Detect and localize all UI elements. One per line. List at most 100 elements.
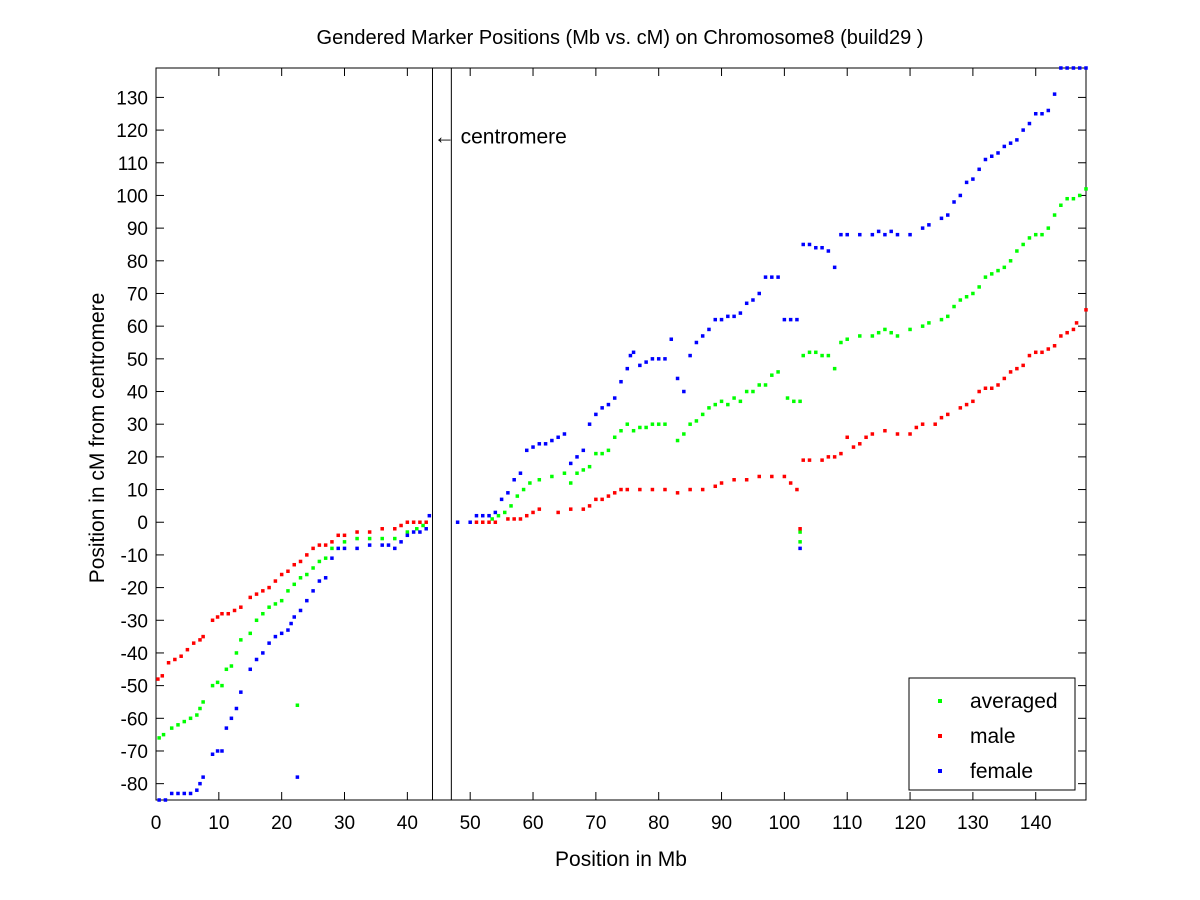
data-point-averaged (826, 353, 831, 358)
data-point-female (1002, 144, 1007, 149)
data-point-female (215, 749, 220, 753)
data-point-female (1033, 112, 1038, 116)
data-point-female (1071, 66, 1076, 70)
data-point-male (638, 487, 642, 492)
data-point-female (393, 546, 397, 551)
data-point-male (1084, 308, 1088, 312)
data-point-female (305, 598, 309, 603)
data-point-female (224, 726, 229, 730)
data-point-female (738, 311, 743, 315)
data-point-female (518, 471, 523, 475)
y-axis-title: Position in cM from centromere (86, 293, 109, 584)
data-point-female (820, 245, 824, 250)
data-point-male (826, 455, 831, 459)
data-point-male (612, 491, 617, 495)
data-point-averaged (355, 536, 359, 541)
data-point-female (719, 317, 724, 322)
data-point-averaged (757, 383, 761, 387)
data-point-averaged (342, 540, 347, 544)
data-point-female (971, 177, 975, 181)
data-point-female (195, 788, 199, 792)
data-point-averaged (254, 618, 259, 623)
data-point-male (330, 540, 334, 544)
data-point-male (568, 507, 573, 511)
x-tick-label: 10 (208, 813, 229, 834)
data-point-male (239, 605, 243, 609)
data-point-averaged (638, 425, 642, 430)
data-point-averaged (845, 337, 849, 341)
y-axis: -80 -70 -60 -50 -40 -30 -20 -10 0 10 20 30 40 50 60 70 8… (116, 88, 1086, 796)
data-point-male (700, 487, 705, 492)
data-point-female (575, 455, 579, 459)
data-point-female (512, 478, 516, 482)
data-point-female (801, 242, 805, 247)
data-point-averaged (261, 611, 265, 616)
y-tick-label: -80 (121, 775, 148, 796)
data-point-female (261, 651, 265, 655)
data-point-male (933, 422, 937, 426)
data-point-male (317, 543, 322, 547)
data-point-male (851, 445, 856, 449)
legend-box (908, 677, 1076, 791)
data-point-male (418, 520, 422, 524)
legend-label-male: male (970, 725, 1016, 748)
y-tick-label: 10 (127, 481, 148, 502)
data-point-averaged (700, 412, 705, 417)
x-tick-label: 60 (522, 813, 543, 834)
data-point-male (393, 527, 397, 531)
data-point-male (914, 425, 919, 430)
data-point-female (248, 667, 253, 672)
data-point-female (157, 798, 161, 802)
data-point-male (493, 520, 498, 524)
data-point-averaged (798, 540, 802, 544)
data-point-female (254, 657, 259, 662)
data-point-averaged (770, 373, 774, 377)
data-point-male (323, 543, 328, 547)
y-tick-label: 60 (127, 317, 148, 338)
data-point-averaged (713, 402, 718, 407)
data-point-male (1015, 366, 1019, 371)
data-point-averaged (726, 402, 730, 407)
data-point-averaged (1077, 193, 1082, 198)
data-point-averaged (751, 389, 755, 394)
data-point-male (757, 474, 761, 479)
data-point-male (424, 520, 428, 524)
data-point-female (958, 193, 963, 198)
data-point-male (939, 415, 944, 420)
data-point-averaged (550, 474, 554, 479)
data-point-male (600, 497, 604, 502)
data-point-female (418, 530, 422, 534)
data-point-male (1021, 363, 1025, 368)
data-point-female (788, 317, 793, 322)
y-tick-label: -10 (121, 546, 148, 567)
data-point-averaged (1046, 226, 1051, 230)
data-series (156, 66, 1088, 802)
data-point-female (625, 366, 630, 371)
data-point-male (798, 527, 802, 531)
data-point-female (468, 520, 472, 524)
data-point-female (543, 442, 548, 446)
data-point-averaged (215, 680, 220, 685)
data-point-male (971, 399, 975, 404)
data-point-male (958, 406, 963, 410)
data-point-female (619, 379, 623, 384)
data-point-female (977, 167, 981, 172)
data-point-averaged (161, 732, 166, 737)
data-point-female (455, 520, 460, 524)
data-point-female (267, 641, 271, 645)
data-point-male (380, 527, 384, 531)
data-point-male (166, 661, 171, 665)
data-point-female (405, 533, 410, 538)
data-point-female (317, 579, 322, 583)
data-point-averaged (292, 582, 296, 587)
data-point-averaged (889, 330, 893, 335)
data-point-averaged (330, 546, 334, 551)
data-point-female (839, 232, 843, 237)
data-point-female (380, 543, 384, 547)
data-point-male (946, 412, 950, 417)
data-point-averaged (220, 683, 224, 688)
data-point-female (499, 497, 504, 502)
data-point-female (367, 543, 372, 547)
data-point-female (876, 229, 881, 234)
